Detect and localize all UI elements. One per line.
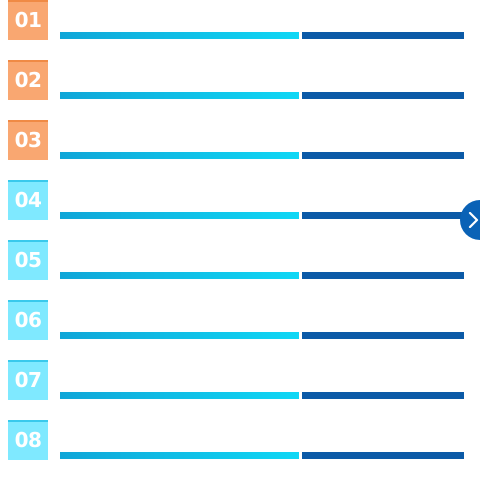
progress-bar-secondary	[302, 32, 464, 39]
progress-bar-primary	[60, 452, 299, 459]
list-item: 03	[0, 120, 480, 160]
rank-badge: 06	[8, 300, 48, 340]
progress-bar-primary	[60, 92, 299, 99]
rank-badge: 07	[8, 360, 48, 400]
progress-bar-primary	[60, 392, 299, 399]
rank-badge: 05	[8, 240, 48, 280]
rank-badge: 04	[8, 180, 48, 220]
progress-bar-secondary	[302, 332, 464, 339]
rank-badge: 03	[8, 120, 48, 160]
list-item: 04	[0, 180, 480, 220]
list-item: 06	[0, 300, 480, 340]
progress-bar-secondary	[302, 452, 464, 459]
rank-badge: 08	[8, 420, 48, 460]
progress-bar-secondary	[302, 392, 464, 399]
next-button[interactable]	[460, 200, 480, 240]
list-item: 01	[0, 0, 480, 40]
progress-bar-secondary	[302, 212, 464, 219]
progress-bar-primary	[60, 152, 299, 159]
progress-bar-primary	[60, 212, 299, 219]
progress-bar-secondary	[302, 272, 464, 279]
progress-bar-secondary	[302, 92, 464, 99]
list-item: 07	[0, 360, 480, 400]
progress-bar-secondary	[302, 152, 464, 159]
chevron-right-icon	[468, 212, 479, 228]
rank-badge: 02	[8, 60, 48, 100]
list-item: 05	[0, 240, 480, 280]
list-item: 02	[0, 60, 480, 100]
progress-bar-primary	[60, 332, 299, 339]
progress-bar-primary	[60, 32, 299, 39]
list-item: 08	[0, 420, 480, 460]
rank-badge: 01	[8, 0, 48, 40]
progress-bar-primary	[60, 272, 299, 279]
